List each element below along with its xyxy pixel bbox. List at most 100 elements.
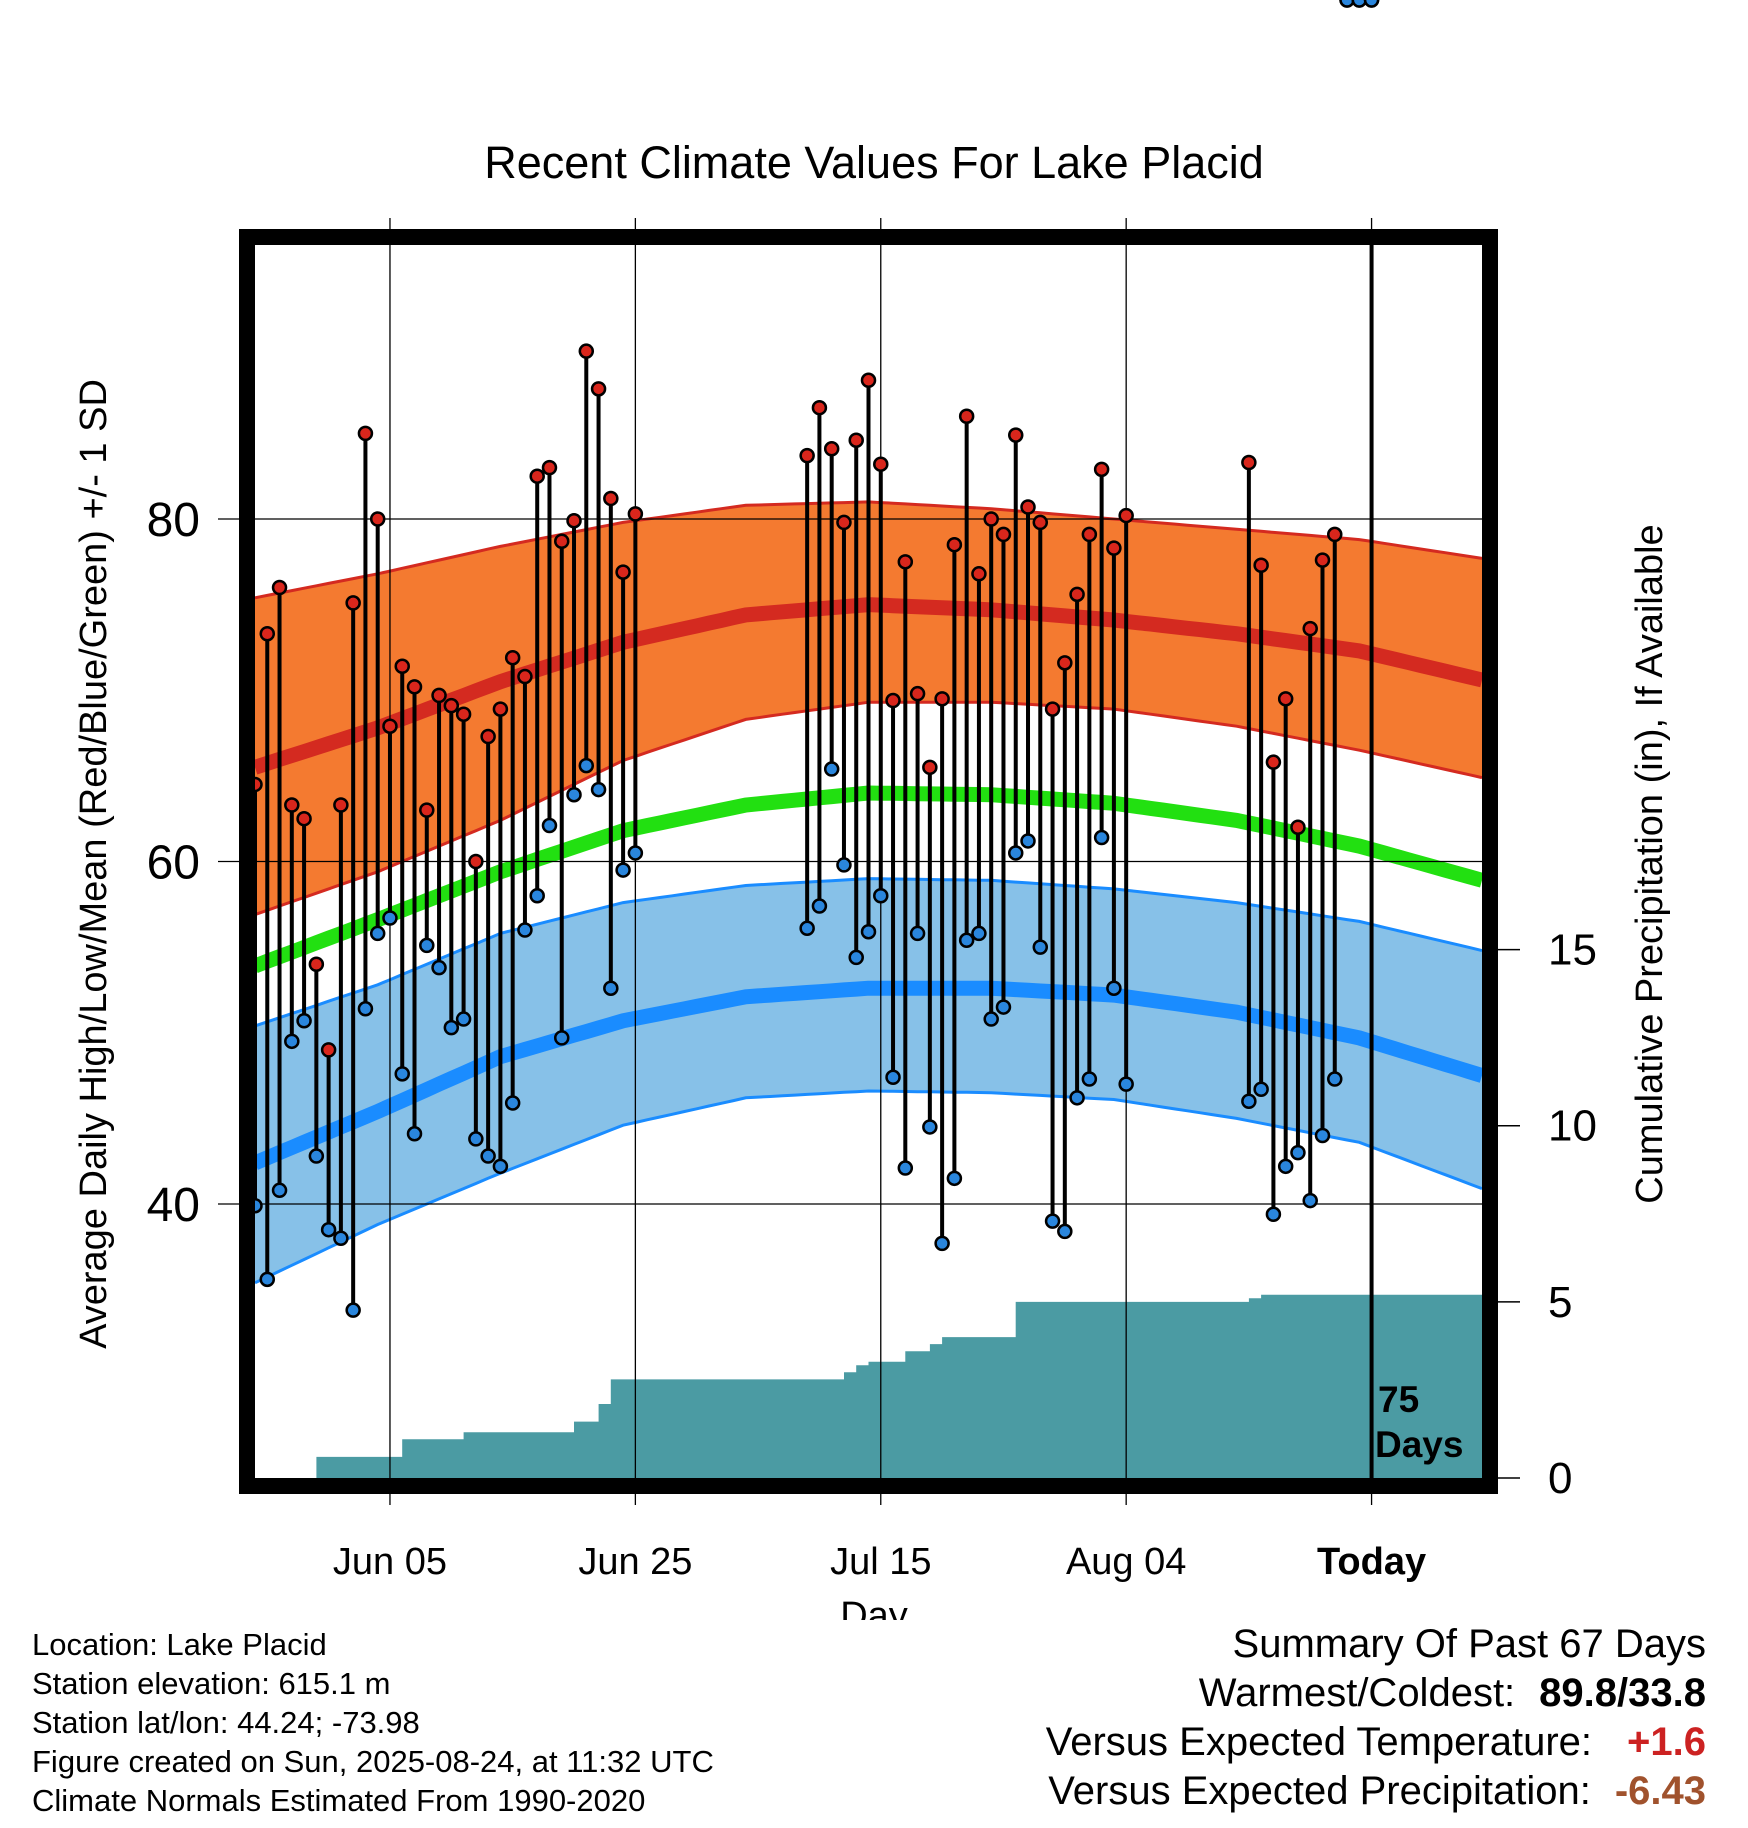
observed-low-point (897, 1160, 914, 1176)
observed-high-point (1081, 526, 1098, 543)
observed-high-point (504, 649, 521, 666)
observed-low-point (1363, 0, 1380, 8)
observed-low-point (922, 1119, 938, 1135)
observed-low-point (823, 761, 840, 777)
observed-low-point (1277, 1158, 1294, 1175)
observed-high-point (578, 343, 595, 359)
observed-high-point (406, 679, 423, 695)
warmest-coldest-label: Warmest/Coldest: (1198, 1671, 1516, 1715)
observed-high-point (443, 697, 460, 714)
observed-high-point (946, 536, 963, 553)
observed-low-point (1302, 1192, 1318, 1209)
observed-low-point (382, 910, 398, 926)
y-tick-label: 60 (147, 837, 200, 890)
x-tick-label: Aug 04 (1066, 1541, 1186, 1583)
observed-high-point (529, 468, 545, 484)
observed-high-point (1277, 691, 1294, 707)
observed-low-point (946, 1170, 963, 1187)
summary-warmest-coldest: Warmest/Coldest: 89.8/33.8 (1046, 1669, 1706, 1718)
normals-period: Climate Normals Estimated From 1990-2020 (32, 1783, 646, 1818)
observed-high-point (431, 687, 447, 704)
observed-low-point (1351, 0, 1368, 8)
observed-high-point (860, 372, 877, 389)
observed-high-point (934, 691, 950, 707)
y-tick-label: 40 (147, 1179, 200, 1232)
x-axis-label: Day (840, 1595, 908, 1620)
x-tick-label: Today (1317, 1541, 1426, 1583)
observed-high-point (357, 425, 374, 442)
observed-low-point (934, 1235, 950, 1252)
observed-high-point (320, 1042, 337, 1058)
observed-high-point (1007, 427, 1024, 443)
observed-low-point (1265, 1206, 1282, 1223)
observed-high-point (1069, 586, 1085, 603)
normal-low-lower-edge (254, 1089, 1483, 1285)
observed-low-point (271, 1182, 288, 1199)
observed-high-point (922, 759, 938, 776)
observed-high-point (284, 797, 300, 813)
x-tick-label: Jun 25 (578, 1541, 692, 1583)
precip-anomaly-value: -6.43 (1614, 1769, 1706, 1813)
precip-anomaly-label: Versus Expected Precipitation: (1048, 1769, 1591, 1813)
y2-tick-label: 5 (1548, 1278, 1572, 1327)
observed-low-point (541, 817, 558, 834)
observed-high-point (480, 728, 496, 745)
observed-high-point (909, 685, 926, 702)
observed-low-point (517, 922, 533, 938)
observed-high-point (897, 554, 914, 570)
y2-tick-label: 0 (1548, 1454, 1572, 1503)
observed-high-point (603, 490, 619, 507)
observed-low-point (848, 949, 864, 966)
observed-low-point (419, 937, 435, 954)
observed-low-point (1032, 939, 1049, 955)
observed-low-point (554, 1030, 570, 1046)
observed-high-point (541, 459, 558, 476)
observed-high-point (308, 956, 325, 972)
observed-high-point (369, 511, 386, 527)
y-axis-label: Average Daily High/Low/Mean (Red/Blue/Gr… (73, 379, 115, 1349)
summary-title: Summary Of Past 67 Days (1232, 1622, 1706, 1666)
observed-high-point (1032, 514, 1049, 531)
observed-high-point (590, 381, 607, 397)
observed-low-point (1327, 1071, 1343, 1087)
station-info: Location: Lake Placid Station elevation:… (32, 1625, 714, 1820)
observed-high-point (1044, 701, 1061, 717)
observed-high-point (983, 511, 999, 527)
observed-high-point (1327, 526, 1343, 543)
observed-low-point (909, 925, 926, 942)
observed-high-point (554, 533, 570, 550)
observed-high-point (1253, 557, 1269, 573)
observed-high-point (492, 701, 509, 717)
observed-low-point (480, 1148, 496, 1164)
temp-anomaly-value: +1.6 (1627, 1720, 1706, 1764)
observed-low-point (345, 1302, 361, 1318)
summary-panel: Summary Of Past 67 Days Warmest/Coldest:… (1046, 1620, 1706, 1816)
observed-high-point (627, 506, 644, 522)
observed-low-point (1081, 1071, 1098, 1087)
observed-low-point (394, 1066, 410, 1082)
observed-high-point (1093, 461, 1110, 478)
observed-low-point (1339, 0, 1355, 8)
observed-high-point (1314, 552, 1331, 568)
observed-low-point (529, 888, 545, 904)
observed-low-point (320, 1221, 337, 1238)
observed-high-point (615, 564, 631, 580)
observed-low-point (860, 923, 877, 940)
observed-high-point (873, 456, 889, 472)
observed-high-point (259, 625, 276, 642)
warmest-coldest-value: 89.8/33.8 (1539, 1671, 1706, 1715)
x-tick-label: Jun 05 (333, 1541, 447, 1583)
plot-frame (239, 229, 1498, 1494)
observed-low-point (1044, 1213, 1061, 1229)
observed-low-point (603, 980, 619, 996)
y2-tick-label: 10 (1548, 1102, 1597, 1151)
today-days-label: Days (1375, 1424, 1463, 1465)
observed-low-point (885, 1069, 901, 1086)
observed-high-point (1106, 540, 1122, 556)
observed-low-point (492, 1158, 509, 1175)
station-latlon: Station lat/lon: 44.24; -73.98 (32, 1705, 420, 1740)
observed-high-point (958, 408, 975, 424)
observed-high-point (419, 802, 435, 818)
observed-high-point (811, 399, 828, 416)
observed-high-point (1118, 507, 1134, 524)
